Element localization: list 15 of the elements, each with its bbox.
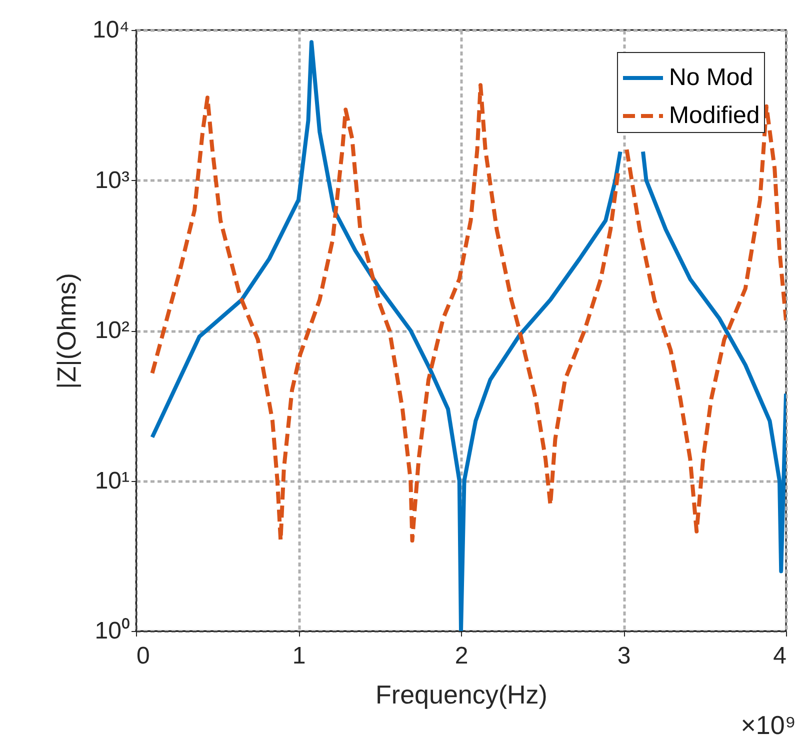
x-tick-label: 1 xyxy=(292,642,306,670)
y-tick-label: 10⁴ xyxy=(92,16,130,44)
text: ×10⁹ xyxy=(740,710,796,740)
y-tick-label: 10⁰ xyxy=(94,618,130,644)
legend-label: Modified xyxy=(669,102,760,129)
x-tick-label: 0 xyxy=(136,642,150,670)
y-axis-title: |Z|(Ohms) xyxy=(51,272,82,390)
x-tick-label: 4 xyxy=(773,642,786,670)
legend-label: No Mod xyxy=(669,64,754,91)
y-tick-label: 10³ xyxy=(94,166,130,194)
y-tick-label: 10² xyxy=(94,317,130,344)
x-tick-label: 2 xyxy=(454,642,468,670)
x-axis-title: Frequency(Hz) xyxy=(376,680,548,710)
y-tick-label: 10¹ xyxy=(94,467,130,494)
x-tick-label: 3 xyxy=(617,642,631,670)
